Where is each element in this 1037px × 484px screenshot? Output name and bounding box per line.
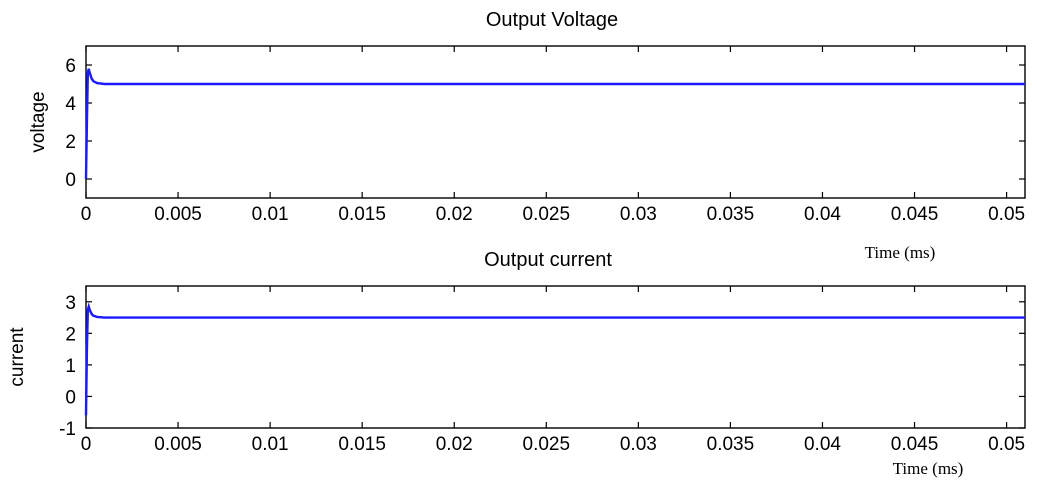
current-y-tick-label: 2 [65, 324, 76, 345]
voltage-x-tick-label: 0.035 [707, 204, 755, 225]
voltage-x-tick-label: 0.045 [891, 204, 939, 225]
current-x-tick-label: 0 [81, 434, 92, 455]
current-y-tick-label: 3 [65, 293, 76, 314]
voltage-chart-title: Output Voltage [486, 9, 618, 31]
current-x-tick-label: 0.005 [154, 434, 202, 455]
voltage-series-line [84, 68, 1025, 180]
voltage-x-tick-label: 0.02 [436, 204, 473, 225]
voltage-x-tick-label: 0.005 [154, 204, 202, 225]
voltage-x-tick-label: 0.03 [620, 204, 657, 225]
current-x-tick-label: 0.035 [707, 434, 755, 455]
voltage-x-tick-label: 0.04 [804, 204, 841, 225]
current-x-tick-label: 0.03 [620, 434, 657, 455]
current-y-tick-label: -1 [59, 419, 76, 440]
voltage-axes-frame [85, 45, 1026, 199]
current-y-tick-label: 0 [65, 387, 76, 408]
voltage-x-tick-label: 0.01 [252, 204, 289, 225]
current-x-tick-label: 0.015 [338, 434, 386, 455]
current-x-tick-label: 0.05 [988, 434, 1025, 455]
voltage-x-axis-label: Time (ms) [865, 243, 936, 262]
current-subplot: Output current current Time (ms) 0 0.005 0… [7, 249, 1026, 478]
voltage-y-tick-label: 6 [65, 56, 76, 77]
current-x-axis-label: Time (ms) [893, 459, 964, 478]
voltage-x-tick-label: 0 [81, 204, 92, 225]
current-axes-frame [85, 285, 1026, 429]
current-x-tick-label: 0.045 [891, 434, 939, 455]
current-y-axis-label: current [7, 327, 28, 387]
current-x-tick-label: 0.025 [523, 434, 571, 455]
voltage-y-tick-label: 2 [65, 132, 76, 153]
voltage-x-tick-label: 0.05 [988, 204, 1025, 225]
voltage-x-tick-label: 0.025 [523, 204, 571, 225]
current-x-tick-label: 0.01 [252, 434, 289, 455]
current-x-tick-label: 0.02 [436, 434, 473, 455]
current-y-tick-label: 1 [65, 356, 76, 377]
current-chart-title: Output current [484, 249, 612, 271]
voltage-subplot: Output Voltage voltage Time (ms) 0 0.005 0… [28, 9, 1026, 262]
voltage-x-tick-label: 0.015 [338, 204, 386, 225]
current-series-line [84, 302, 1025, 416]
voltage-y-axis-label: voltage [28, 91, 49, 152]
voltage-y-tick-label: 4 [65, 94, 76, 115]
voltage-y-tick-label: 0 [65, 170, 76, 191]
current-x-tick-label: 0.04 [804, 434, 841, 455]
